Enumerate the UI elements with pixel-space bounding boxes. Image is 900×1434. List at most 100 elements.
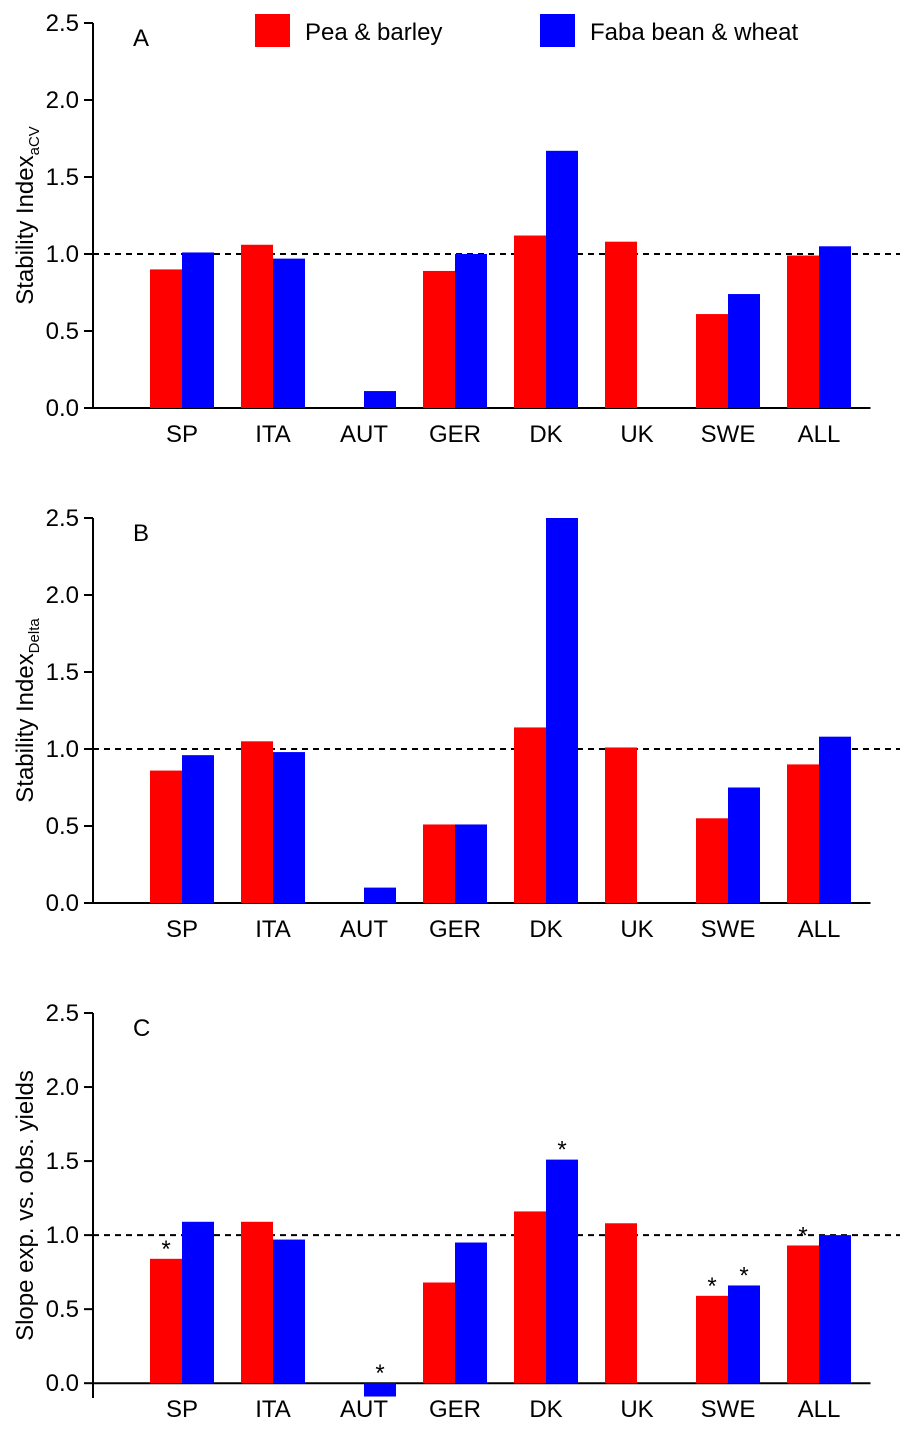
bar [241,1221,273,1384]
bar [273,1239,305,1384]
y-tick-label: 0.0 [46,395,79,422]
legend-label: Pea & barley [305,19,442,46]
bar [728,1285,760,1384]
x-tick-label: SP [166,421,198,448]
bar [819,246,851,408]
bar [423,270,455,408]
x-tick-label: UK [620,916,653,943]
y-tick-label: 0.0 [46,1370,79,1397]
y-axis-label: Stability IndexaCV [12,126,43,305]
bar [728,787,760,903]
bar [273,752,305,903]
y-tick-label: 1.5 [46,164,79,191]
y-tick-label: 1.5 [46,1148,79,1175]
bar [546,518,578,903]
bar [182,755,214,903]
bar [728,294,760,408]
bar [514,235,546,408]
bar [455,254,487,408]
x-tick-label: GER [429,916,481,943]
bar [546,150,578,408]
bar [241,244,273,408]
y-tick-label: 2.0 [46,87,79,114]
panel-label: B [133,520,149,547]
x-tick-label: AUT [340,1396,388,1423]
panel-label: C [133,1015,150,1042]
y-tick-label: 1.5 [46,659,79,686]
bar [455,1242,487,1384]
y-tick-label: 2.5 [46,10,79,37]
x-tick-label: ALL [798,916,841,943]
bar [546,1159,578,1384]
x-tick-label: SP [166,1396,198,1423]
x-tick-label: AUT [340,421,388,448]
significance-marker: * [161,1236,170,1263]
y-tick-label: 1.0 [46,736,79,763]
y-tick-label: 1.0 [46,1222,79,1249]
bar [182,252,214,408]
bar [364,1383,396,1397]
y-tick-label: 0.5 [46,318,79,345]
bar [364,887,396,903]
bar [423,1282,455,1384]
x-tick-label: ALL [798,421,841,448]
x-tick-label: ITA [255,421,291,448]
significance-marker: * [707,1273,716,1300]
y-axis-label-sub: aCV [26,126,43,155]
y-axis-label-main: Stability Index [12,653,39,802]
x-tick-label: SWE [701,916,756,943]
bar [364,391,396,408]
bar [273,258,305,408]
bar [182,1221,214,1384]
bar [150,269,182,408]
legend-swatch [540,14,575,47]
bar [787,1245,819,1384]
bar [605,241,637,408]
bar [605,1223,637,1384]
y-axis-label-main: Slope exp. vs. obs. yields [12,1070,39,1341]
x-tick-label: DK [529,421,562,448]
x-tick-label: SWE [701,1396,756,1423]
legend-label: Faba bean & wheat [590,19,798,46]
x-tick-label: ITA [255,1396,291,1423]
bar [150,770,182,903]
x-tick-label: UK [620,1396,653,1423]
bar [514,1211,546,1384]
y-tick-label: 2.0 [46,582,79,609]
y-tick-label: 0.0 [46,890,79,917]
y-tick-label: 2.5 [46,505,79,532]
bar [819,1235,851,1384]
x-tick-label: AUT [340,916,388,943]
significance-marker: * [375,1360,384,1387]
y-tick-label: 2.5 [46,1000,79,1027]
x-tick-label: DK [529,916,562,943]
bar [514,727,546,903]
y-tick-label: 2.0 [46,1074,79,1101]
bar [787,255,819,408]
bar [696,314,728,408]
bar [696,1295,728,1384]
bar [696,818,728,903]
significance-marker: * [739,1262,748,1289]
x-tick-label: ALL [798,1396,841,1423]
x-tick-label: ITA [255,916,291,943]
x-tick-label: SWE [701,421,756,448]
bar [787,764,819,903]
panel-label: A [133,25,149,52]
significance-marker: * [798,1222,807,1249]
y-axis-label: Stability IndexDelta [12,618,43,803]
bar [241,741,273,903]
x-tick-label: UK [620,421,653,448]
x-tick-label: DK [529,1396,562,1423]
y-tick-label: 0.5 [46,1296,79,1323]
x-tick-label: SP [166,916,198,943]
y-axis-label-sub: Delta [26,618,43,654]
significance-marker: * [557,1137,566,1164]
bar [455,824,487,903]
y-axis-label: Slope exp. vs. obs. yields [12,1070,39,1341]
bar [819,736,851,903]
legend-swatch [255,14,290,47]
y-tick-label: 1.0 [46,241,79,268]
bar [150,1258,182,1384]
